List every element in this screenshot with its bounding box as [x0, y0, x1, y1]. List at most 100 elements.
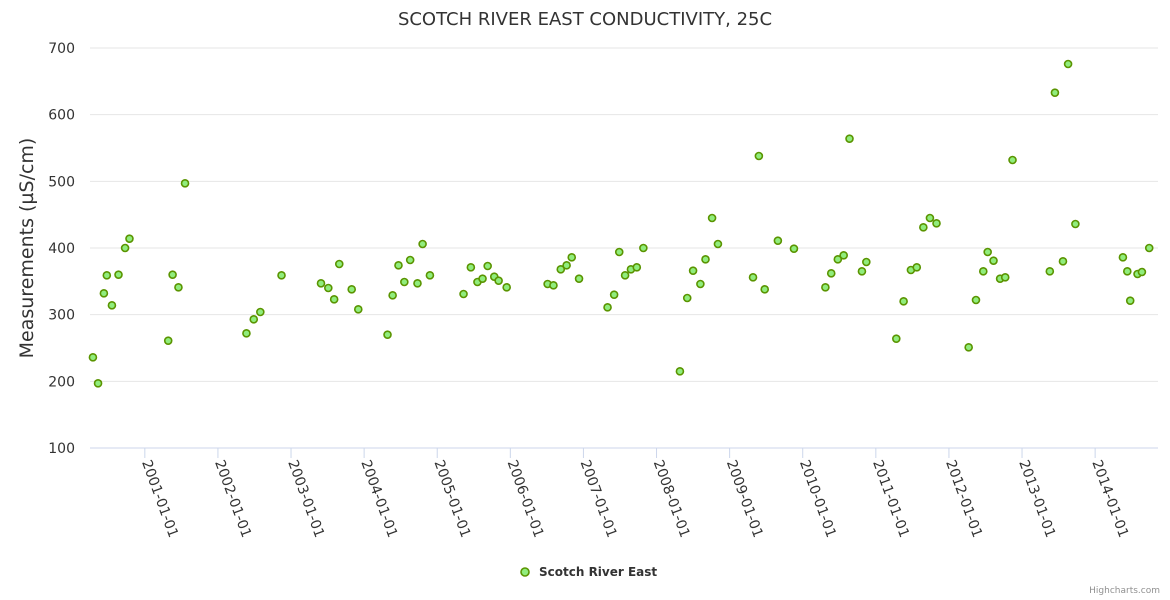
data-point[interactable] [620, 271, 630, 280]
credits-link[interactable]: Highcharts.com [1089, 586, 1160, 596]
data-point[interactable] [857, 267, 867, 276]
data-point[interactable] [425, 271, 435, 280]
data-point[interactable] [400, 277, 409, 287]
data-point[interactable] [174, 283, 183, 292]
data-point[interactable] [459, 289, 468, 299]
y-tick-label: 400 [48, 241, 75, 257]
data-point[interactable] [329, 295, 339, 304]
data-point[interactable] [383, 330, 392, 339]
data-point[interactable] [614, 247, 624, 257]
chart-title: SCOTCH RIVER EAST CONDUCTIVITY, 25C [398, 9, 772, 30]
data-point[interactable] [701, 255, 710, 264]
data-point[interactable] [394, 261, 403, 270]
data-point[interactable] [567, 253, 577, 262]
data-point[interactable] [1144, 243, 1154, 253]
data-point[interactable] [845, 134, 854, 143]
data-point[interactable] [556, 265, 566, 274]
y-tick-label: 200 [48, 374, 75, 390]
data-point[interactable] [99, 289, 109, 298]
data-point[interactable] [833, 255, 843, 264]
data-point[interactable] [1045, 267, 1055, 276]
data-point[interactable] [120, 243, 130, 253]
series-scotch-river-east[interactable] [88, 59, 1154, 388]
data-point[interactable] [388, 291, 397, 300]
data-point[interactable] [114, 270, 123, 279]
y-tick-label: 700 [48, 41, 75, 57]
data-point[interactable] [93, 379, 103, 388]
data-point[interactable] [353, 305, 363, 314]
data-point[interactable] [978, 267, 988, 276]
data-point[interactable] [125, 234, 134, 243]
data-point[interactable] [925, 213, 935, 223]
data-point[interactable] [334, 259, 344, 269]
data-point[interactable] [277, 271, 286, 280]
data-point[interactable] [989, 256, 998, 265]
data-point[interactable] [609, 290, 619, 299]
data-point[interactable] [707, 213, 717, 223]
data-point[interactable] [696, 279, 705, 289]
data-point[interactable] [912, 263, 922, 272]
data-point[interactable] [862, 257, 871, 267]
data-point[interactable] [242, 329, 251, 338]
data-point[interactable] [983, 247, 992, 257]
legend-marker[interactable] [520, 567, 530, 577]
data-point[interactable] [316, 279, 326, 288]
data-point[interactable] [347, 285, 357, 294]
data-point[interactable] [256, 307, 265, 317]
data-point[interactable] [754, 151, 764, 161]
data-point[interactable] [168, 270, 177, 279]
data-point[interactable] [713, 239, 723, 249]
data-point[interactable] [418, 239, 427, 249]
data-point[interactable] [88, 353, 98, 362]
data-point[interactable] [748, 273, 758, 282]
y-axis-label: Measurements (µS/cm) [16, 138, 38, 359]
data-point[interactable] [502, 283, 511, 292]
data-point[interactable] [682, 293, 692, 303]
data-point[interactable] [675, 367, 685, 376]
data-point[interactable] [163, 336, 173, 345]
data-point[interactable] [102, 271, 112, 280]
data-point[interactable] [1118, 253, 1128, 262]
data-point[interactable] [107, 301, 117, 310]
data-point[interactable] [932, 219, 941, 228]
data-point[interactable] [971, 295, 981, 305]
data-point[interactable] [413, 279, 422, 288]
data-point[interactable] [574, 274, 584, 283]
data-point[interactable] [688, 266, 698, 275]
data-point[interactable] [773, 236, 783, 245]
data-point[interactable] [964, 343, 973, 352]
data-point[interactable] [826, 269, 836, 278]
data-point[interactable] [919, 223, 928, 232]
data-point[interactable] [324, 283, 333, 293]
data-point[interactable] [478, 274, 487, 283]
data-point[interactable] [1058, 257, 1068, 266]
data-point[interactable] [405, 255, 415, 265]
data-point[interactable] [760, 285, 770, 294]
data-point[interactable] [899, 297, 908, 306]
data-point[interactable] [1000, 273, 1010, 282]
data-point[interactable] [562, 261, 571, 270]
data-point[interactable] [1071, 219, 1080, 229]
data-point[interactable] [483, 261, 492, 271]
y-tick-label: 300 [48, 308, 75, 324]
data-point[interactable] [603, 303, 612, 312]
data-point[interactable] [466, 263, 476, 272]
data-point[interactable] [1137, 267, 1147, 277]
data-point[interactable] [180, 179, 190, 188]
data-point[interactable] [789, 244, 799, 253]
data-point[interactable] [891, 334, 901, 343]
data-point[interactable] [1050, 88, 1060, 97]
data-point[interactable] [549, 281, 558, 290]
data-point[interactable] [249, 315, 259, 324]
legend[interactable]: Scotch River East [520, 565, 657, 579]
data-point[interactable] [821, 283, 830, 292]
legend-label[interactable]: Scotch River East [539, 565, 657, 579]
data-point[interactable] [1008, 155, 1017, 165]
data-point[interactable] [839, 251, 848, 260]
data-point[interactable] [1125, 296, 1135, 305]
data-point[interactable] [494, 276, 503, 285]
data-point[interactable] [1122, 267, 1132, 276]
data-point[interactable] [632, 263, 642, 272]
data-point[interactable] [1063, 59, 1073, 69]
data-point[interactable] [639, 243, 648, 253]
